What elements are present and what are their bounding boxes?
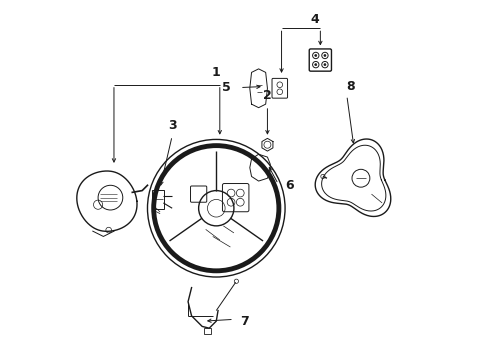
Text: 2: 2 bbox=[263, 89, 271, 102]
Text: 5: 5 bbox=[222, 81, 230, 94]
Circle shape bbox=[234, 279, 238, 283]
Circle shape bbox=[320, 174, 325, 179]
Circle shape bbox=[323, 64, 325, 66]
Text: 4: 4 bbox=[310, 13, 319, 26]
Text: 8: 8 bbox=[346, 80, 354, 93]
Text: 7: 7 bbox=[240, 315, 248, 328]
Text: 6: 6 bbox=[285, 180, 293, 193]
Text: 3: 3 bbox=[167, 119, 176, 132]
Text: 1: 1 bbox=[211, 66, 220, 79]
Circle shape bbox=[314, 64, 316, 66]
Circle shape bbox=[314, 54, 316, 57]
Circle shape bbox=[323, 54, 325, 57]
